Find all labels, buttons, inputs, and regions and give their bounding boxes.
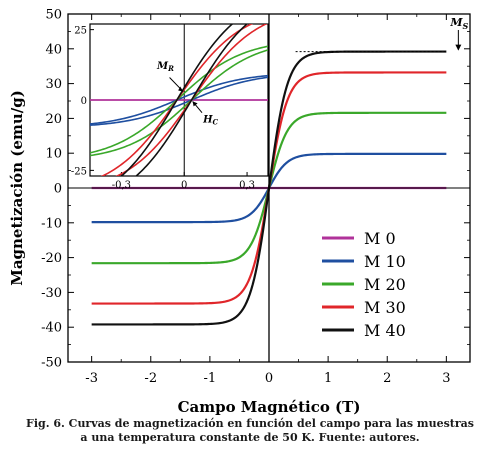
y-tick-label: -50 [41, 356, 62, 371]
x-axis-label: Campo Magnético (T) [178, 398, 361, 416]
figure-caption-line-2: a una temperatura constante de 50 K. Fue… [80, 431, 420, 444]
y-tick-label: 10 [45, 147, 62, 162]
y-tick-label: 20 [45, 112, 62, 127]
y-axis-label: Magnetización (emu/g) [8, 90, 26, 286]
inset-x-tick-label: 0,3 [239, 180, 255, 191]
legend-label: M 20 [364, 275, 406, 294]
inset-series-group [90, 24, 268, 176]
inset-series-branch-m-40 [120, 24, 234, 176]
y-tick-label: -30 [41, 286, 62, 301]
y-tick-label: 40 [45, 42, 62, 57]
figure-caption-line-1: Fig. 6. Curvas de magnetización en funci… [26, 417, 474, 430]
hc-label: HC [202, 115, 218, 127]
inset-y-tick-label: 0 [81, 96, 87, 107]
inset-series-branch-m-10 [90, 76, 268, 127]
legend-label: M 0 [364, 229, 396, 248]
x-tick-label: 3 [442, 371, 450, 386]
legend-label: M 10 [364, 252, 406, 271]
inset-x-tick-label: 0 [181, 180, 187, 191]
ms-arrow-head [455, 44, 462, 51]
legend-label: M 40 [364, 321, 406, 340]
hc-arrow-head [192, 101, 198, 107]
x-tick-label: -1 [204, 371, 217, 386]
legend-label: M 30 [364, 298, 406, 317]
inset-y-tick-label: -25 [71, 166, 87, 177]
inset-y-tick-label: 25 [74, 26, 87, 37]
x-tick-label: 1 [324, 371, 332, 386]
inset-series-branch-m-40 [135, 24, 249, 176]
x-tick-label: 2 [383, 371, 391, 386]
x-tick-label: 0 [265, 371, 273, 386]
x-tick-label: -2 [144, 371, 157, 386]
y-tick-label: -40 [41, 321, 62, 336]
ms-label: MS [449, 16, 468, 31]
inset-series-branch-m-30 [115, 24, 268, 176]
inset-series-branch-m-20 [90, 49, 268, 157]
x-tick-label: -3 [85, 371, 98, 386]
y-tick-label: 0 [54, 182, 62, 197]
inset-x-tick-label: -0,3 [112, 180, 131, 191]
y-tick-label: 30 [45, 77, 62, 92]
mr-arrow-head [178, 86, 184, 92]
y-tick-label: 50 [45, 8, 62, 23]
y-tick-label: -10 [41, 216, 62, 231]
mr-label: MR [156, 61, 174, 73]
y-tick-label: -20 [41, 251, 62, 266]
